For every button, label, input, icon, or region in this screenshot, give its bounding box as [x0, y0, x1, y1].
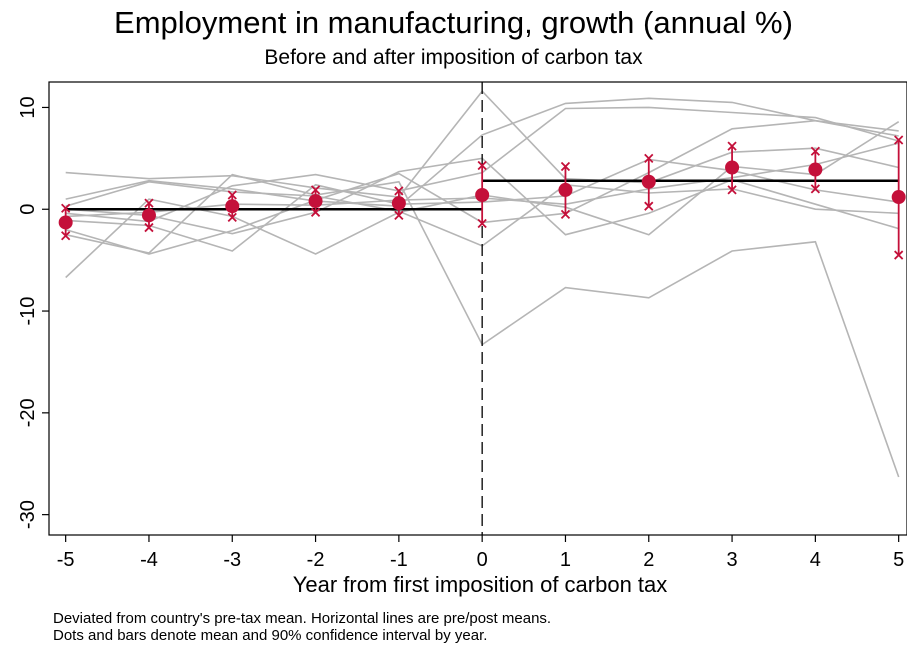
- mean-dot-1: [141, 208, 156, 223]
- ci-high-marker-3: [310, 185, 321, 195]
- mean-dot-4: [391, 196, 406, 211]
- ci-low-marker-9: [810, 184, 821, 194]
- ci-high-marker-0: [61, 203, 71, 213]
- y-tick-label: -30: [17, 500, 39, 529]
- ci-high-marker-6: [560, 161, 571, 172]
- ci-low-marker-6: [560, 209, 571, 219]
- x-tick-label: 5: [893, 549, 904, 571]
- ci-low-marker-8: [727, 185, 737, 195]
- y-tick-label: 0: [17, 204, 39, 215]
- mean-dot-5: [475, 187, 490, 202]
- ci-low-marker-0: [61, 231, 71, 241]
- ci-high-marker-9: [810, 146, 821, 156]
- mean-dot-7: [641, 174, 656, 189]
- ci-high-marker-10: [894, 135, 904, 145]
- note-line-2: Dots and bars denote mean and 90% confid…: [53, 627, 488, 644]
- mean-dot-0: [58, 215, 73, 230]
- chart-notes: Deviated from country's pre-tax mean. Ho…: [53, 610, 551, 644]
- chart-title: Employment in manufacturing, growth (ann…: [114, 5, 793, 40]
- x-tick-label: 2: [643, 549, 654, 571]
- ci-high-marker-4: [394, 186, 404, 196]
- x-tick-label: 1: [560, 549, 571, 571]
- mean-dot-9: [808, 162, 823, 177]
- plot-frame: [48, 81, 907, 536]
- ci-low-marker-1: [144, 222, 154, 233]
- mean-dot-2: [225, 199, 240, 214]
- mean-dot-10: [891, 190, 906, 205]
- x-tick-label: -4: [140, 549, 158, 571]
- x-tick-label: -2: [307, 549, 325, 571]
- x-axis-label: Year from first imposition of carbon tax: [292, 572, 668, 597]
- x-tick-label: 0: [477, 549, 488, 571]
- ci-high-marker-8: [727, 141, 737, 151]
- ci-low-marker-2: [227, 212, 237, 223]
- mean-dots-layer: [58, 160, 906, 230]
- note-line-1: Deviated from country's pre-tax mean. Ho…: [53, 610, 552, 627]
- y-tick-label: -20: [17, 398, 39, 427]
- country-line-2: [65, 97, 899, 208]
- y-tick-label: -10: [17, 297, 39, 326]
- ci-high-marker-2: [227, 190, 237, 200]
- pre-post-means-layer: [65, 179, 899, 211]
- chart-subtitle: Before and after imposition of carbon ta…: [264, 46, 643, 69]
- mean-dot-3: [308, 194, 323, 209]
- x-tick-label: 4: [810, 549, 821, 571]
- ci-low-marker-3: [310, 207, 321, 217]
- x-tick-label: -3: [223, 549, 241, 571]
- ci-low-marker-10: [894, 250, 904, 260]
- mean-dot-8: [725, 160, 740, 175]
- ci-low-marker-7: [644, 201, 654, 211]
- ci-high-marker-7: [644, 153, 654, 163]
- x-tick-label: 3: [727, 549, 738, 571]
- x-tick-label: -1: [390, 549, 408, 571]
- mean-dot-6: [558, 182, 573, 197]
- ci-low-marker-4: [394, 210, 404, 220]
- ci-low-marker-5: [477, 218, 487, 229]
- ci-high-marker-5: [477, 160, 487, 171]
- y-tick-label: 10: [17, 96, 39, 118]
- x-tick-label: -5: [57, 549, 75, 571]
- ci-high-marker-1: [144, 198, 154, 208]
